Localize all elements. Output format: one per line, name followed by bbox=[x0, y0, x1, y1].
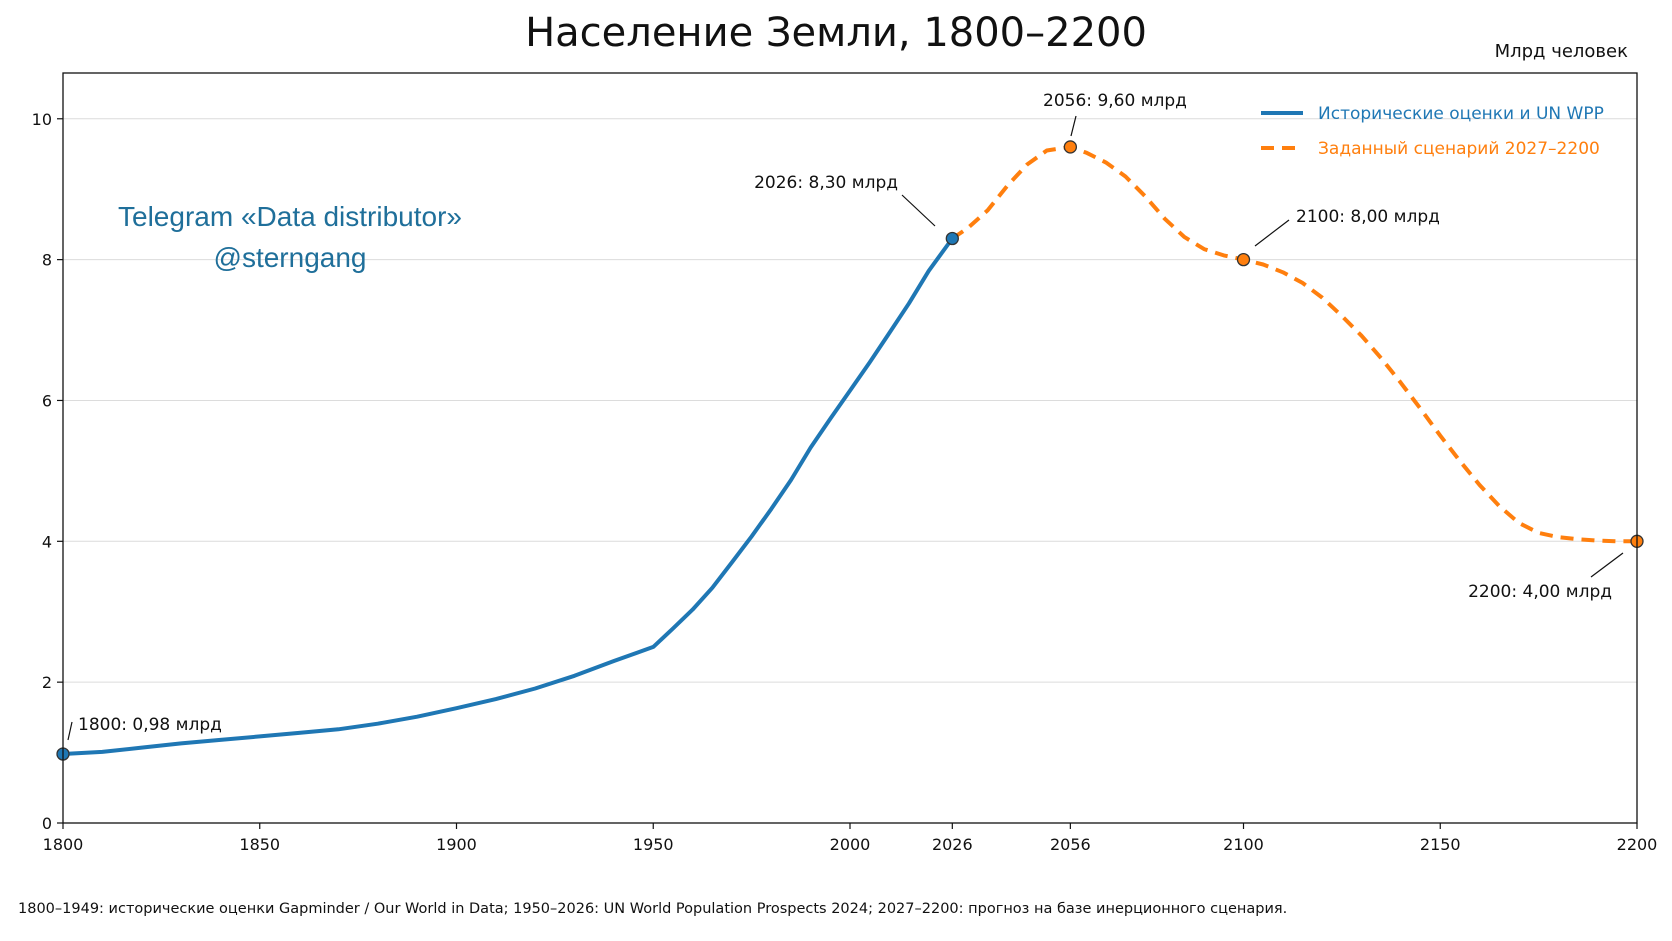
legend-label: Исторические оценки и UN WPP bbox=[1318, 104, 1604, 124]
x-tick-label: 2200 bbox=[1617, 835, 1658, 854]
plot-frame bbox=[62, 72, 1638, 824]
annotation-leader bbox=[1590, 552, 1624, 578]
annotation-label: 2056: 9,60 млрд bbox=[1043, 91, 1187, 111]
legend: Исторические оценки и UN WPP Заданный сце… bbox=[1261, 104, 1604, 159]
x-tick-label: 2100 bbox=[1223, 835, 1264, 854]
y-tick-label: 0 bbox=[42, 814, 52, 833]
x-tick-label: 1800 bbox=[43, 835, 84, 854]
annotation-leader bbox=[1070, 115, 1077, 137]
x-tick-label: 1950 bbox=[633, 835, 674, 854]
y-tick-label: 10 bbox=[32, 110, 52, 129]
x-axis-ticks: 1800 1850 1900 1950 2000 2026 2056 2100 2150 2200 bbox=[43, 823, 1658, 854]
x-tick-label: 1850 bbox=[239, 835, 280, 854]
annotation-label: 2200: 4,00 млрд bbox=[1468, 582, 1612, 602]
annotation-leader bbox=[67, 721, 73, 741]
annotation-leader bbox=[1254, 219, 1290, 247]
data-series bbox=[62, 144, 1637, 756]
annotations: 1800: 0,98 млрд 2026: 8,30 млрд 2056: 9,60… bbox=[67, 91, 1624, 741]
gridlines bbox=[63, 118, 1637, 683]
x-tick-label: 2026 bbox=[932, 835, 973, 854]
y-tick-label: 6 bbox=[42, 391, 52, 410]
y-tick-label: 8 bbox=[42, 251, 52, 270]
y-axis-ticks: 0 2 4 6 8 10 bbox=[32, 110, 63, 833]
data-markers bbox=[56, 140, 1644, 761]
x-tick-label: 1900 bbox=[436, 835, 477, 854]
annotation-label: 2026: 8,30 млрд bbox=[754, 173, 898, 193]
data-point-marker bbox=[1236, 252, 1251, 267]
data-point-marker bbox=[945, 231, 959, 246]
y-tick-label: 2 bbox=[42, 673, 52, 692]
annotation-leader bbox=[901, 194, 936, 227]
y-tick-label: 4 bbox=[42, 532, 52, 551]
chart-title: Население Земли, 1800–2200 bbox=[525, 10, 1147, 56]
x-tick-label: 2000 bbox=[830, 835, 871, 854]
series-line-1 bbox=[62, 237, 954, 756]
watermark: Telegram «Data distributor» @sterngang bbox=[118, 201, 462, 273]
series-line-2 bbox=[951, 144, 1637, 544]
annotation-label: 1800: 0,98 млрд bbox=[78, 715, 222, 735]
x-tick-label: 2150 bbox=[1420, 835, 1461, 854]
y-axis-unit-label: Млрд человек bbox=[1495, 41, 1629, 62]
annotation-label: 2100: 8,00 млрд bbox=[1296, 207, 1440, 227]
legend-label: Заданный сценарий 2027–2200 bbox=[1318, 139, 1600, 159]
source-note: 1800–1949: исторические оценки Gapminder… bbox=[18, 901, 1288, 917]
data-point-marker bbox=[1063, 140, 1078, 154]
watermark-line-2: @sterngang bbox=[214, 242, 367, 273]
x-tick-label: 2056 bbox=[1050, 835, 1091, 854]
watermark-line-1: Telegram «Data distributor» bbox=[118, 201, 462, 232]
